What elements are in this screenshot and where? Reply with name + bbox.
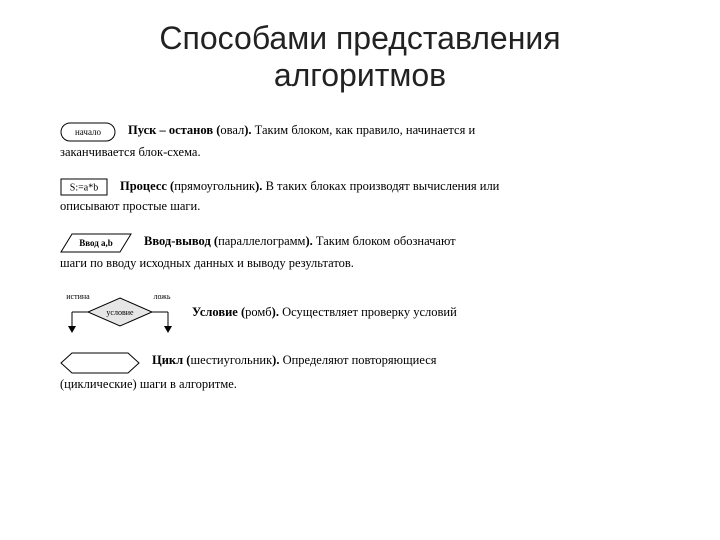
title-line-2: алгоритмов: [274, 57, 446, 93]
svg-text:начало: начало: [75, 127, 102, 137]
svg-text:истина: истина: [66, 292, 90, 301]
desc-condition: Условие (ромб). Осуществляет проверку ус…: [192, 304, 660, 321]
slide-title: Способами представления алгоритмов: [60, 20, 660, 94]
items-list: начало Пуск – останов (овал). Таким блок…: [60, 122, 660, 394]
shape-loop: [60, 352, 140, 374]
item-process: S:=a*b Процесс (прямоугольник). В таких …: [60, 178, 660, 215]
title-line-1: Способами представления: [159, 20, 560, 56]
svg-text:ложь: ложь: [154, 292, 171, 301]
desc-terminator: Пуск – останов (овал). Таким блоком, как…: [128, 122, 660, 139]
desc-io-cont: шаги по вводу исходных данных и выводу р…: [60, 255, 660, 272]
shape-terminator: начало: [60, 122, 116, 142]
desc-process: Процесс (прямоугольник). В таких блоках …: [120, 178, 660, 195]
desc-loop-cont: (циклические) шаги в алгоритме.: [60, 376, 660, 393]
item-loop: Цикл (шестиугольник). Определяют повторя…: [60, 352, 660, 393]
desc-process-cont: описывают простые шаги.: [60, 198, 660, 215]
item-io: Ввод a,b Ввод-вывод (параллелограмм). Та…: [60, 233, 660, 272]
svg-text:условие: условие: [106, 308, 134, 317]
item-terminator: начало Пуск – останов (овал). Таким блок…: [60, 122, 660, 161]
shape-condition: условие истина ложь: [60, 290, 180, 334]
svg-text:Ввод a,b: Ввод a,b: [79, 238, 113, 248]
shape-process: S:=a*b: [60, 178, 108, 196]
shape-io: Ввод a,b: [60, 233, 132, 253]
desc-io: Ввод-вывод (параллелограмм). Таким блоко…: [144, 233, 660, 250]
item-condition: условие истина ложь Условие (ромб: [60, 290, 660, 334]
desc-terminator-cont: заканчивается блок-схема.: [60, 144, 660, 161]
desc-loop: Цикл (шестиугольник). Определяют повторя…: [152, 352, 660, 369]
slide: Способами представления алгоритмов начал…: [0, 0, 720, 540]
svg-text:S:=a*b: S:=a*b: [70, 183, 98, 194]
